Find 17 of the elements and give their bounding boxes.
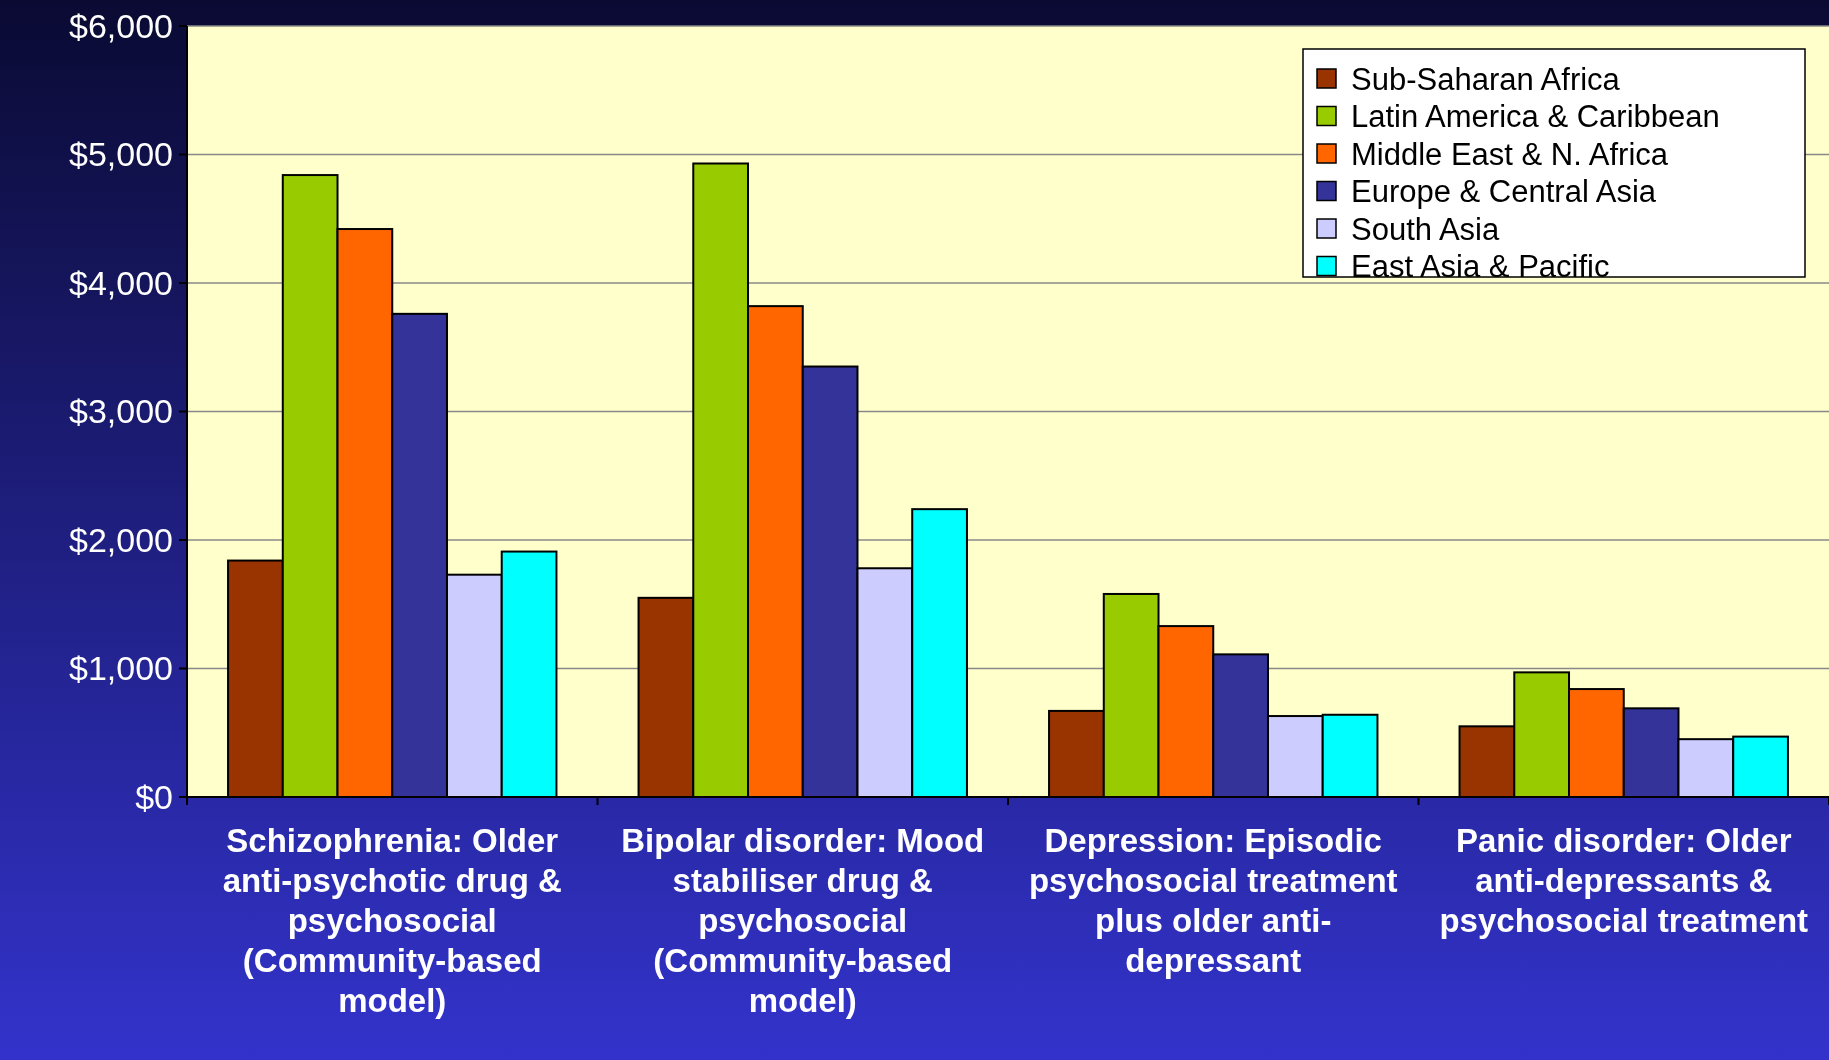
legend-label: Latin America & Caribbean <box>1351 99 1720 135</box>
legend-label: South Asia <box>1351 211 1500 247</box>
y-tick-label: $1,000 <box>69 649 173 688</box>
x-tick-label: Panic disorder: Older anti-depressants & psychosocial treatment <box>1439 822 1809 939</box>
y-tick-label: $0 <box>135 777 173 816</box>
x-tick-label: Bipolar disorder: Mood stabiliser drug & psychosocial (Community-based model) <box>621 822 985 1019</box>
legend-label: Sub-Saharan Africa <box>1351 61 1621 97</box>
x-tick-label: Depression: Episodic psychosocial treatment plus older anti-depressant <box>1028 822 1398 979</box>
y-tick-label: $2,000 <box>69 520 173 559</box>
legend-label: Europe & Central Asia <box>1351 174 1657 210</box>
legend-label: Middle East & N. Africa <box>1351 136 1669 172</box>
y-tick-label: $5,000 <box>69 135 173 174</box>
y-tick-label: $6,000 <box>69 6 173 45</box>
x-tick-label: Schizophrenia: Older anti-psychotic drug & psychosocial (Community-based model) <box>222 822 562 1019</box>
legend-label: East Asia & Pacific <box>1351 249 1610 285</box>
y-tick-label: $4,000 <box>69 263 173 302</box>
y-tick-label: $3,000 <box>69 392 173 431</box>
